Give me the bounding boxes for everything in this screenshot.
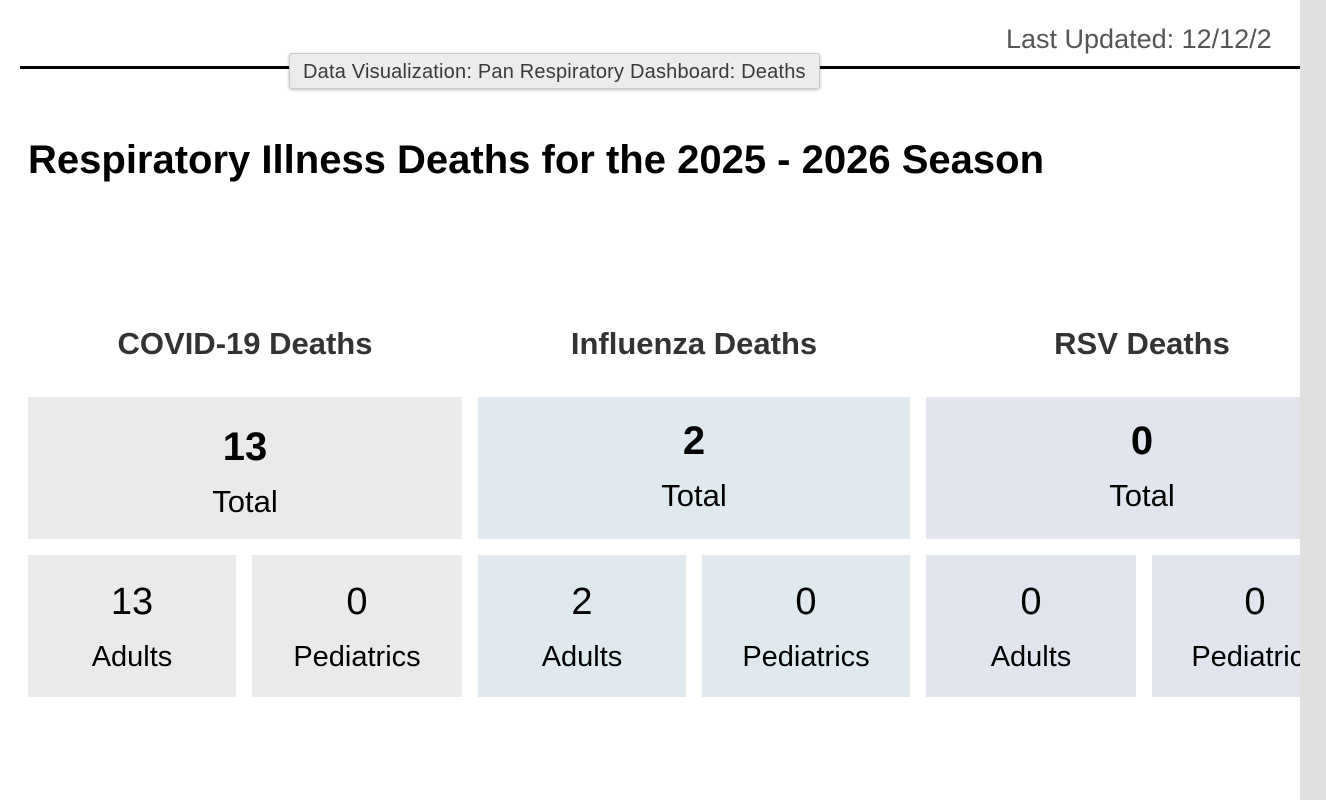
influenza-heading: Influenza Deaths	[570, 326, 818, 361]
rsv-pediatrics-card: 0 Pediatrics	[1152, 555, 1300, 697]
covid-pediatrics-value: 0	[346, 581, 368, 623]
covid-pediatrics-card: 0 Pediatrics	[252, 555, 462, 697]
influenza-pediatrics-card: 0 Pediatrics	[702, 555, 910, 697]
rsv-pediatrics-label: Pediatrics	[1191, 641, 1300, 673]
influenza-adults-value: 2	[571, 581, 593, 623]
rsv-total-value: 0	[1130, 419, 1154, 463]
influenza-total-value: 2	[682, 419, 706, 463]
influenza-total-card: 2 Total	[478, 397, 910, 539]
page-title: Respiratory Illness Deaths for the 2025 …	[28, 138, 1044, 182]
rsv-adults-card: 0 Adults	[926, 555, 1136, 697]
rsv-heading: RSV Deaths	[1054, 326, 1230, 361]
covid-pediatrics-label: Pediatrics	[293, 641, 421, 673]
covid-total-card: 13 Total	[28, 397, 462, 539]
rsv-adults-value: 0	[1020, 581, 1042, 623]
influenza-adults-card: 2 Adults	[478, 555, 686, 697]
rsv-total-card: 0 Total	[926, 397, 1300, 539]
last-updated-text: Last Updated: 12/12/2	[1006, 24, 1272, 54]
vertical-scrollbar[interactable]	[1300, 0, 1326, 800]
tooltip: Data Visualization: Pan Respiratory Dash…	[289, 53, 820, 89]
covid-adults-value: 13	[110, 581, 154, 623]
rsv-pediatrics-value: 0	[1244, 581, 1266, 623]
influenza-pediatrics-label: Pediatrics	[742, 641, 870, 673]
covid-total-value: 13	[222, 425, 268, 469]
influenza-adults-label: Adults	[541, 641, 623, 673]
covid-adults-card: 13 Adults	[28, 555, 236, 697]
influenza-total-label: Total	[661, 478, 727, 513]
influenza-pediatrics-value: 0	[795, 581, 817, 623]
covid-adults-label: Adults	[91, 641, 173, 673]
rsv-total-label: Total	[1109, 478, 1175, 513]
covid-heading: COVID-19 Deaths	[117, 326, 373, 361]
rsv-adults-label: Adults	[990, 641, 1072, 673]
covid-total-label: Total	[212, 484, 278, 519]
